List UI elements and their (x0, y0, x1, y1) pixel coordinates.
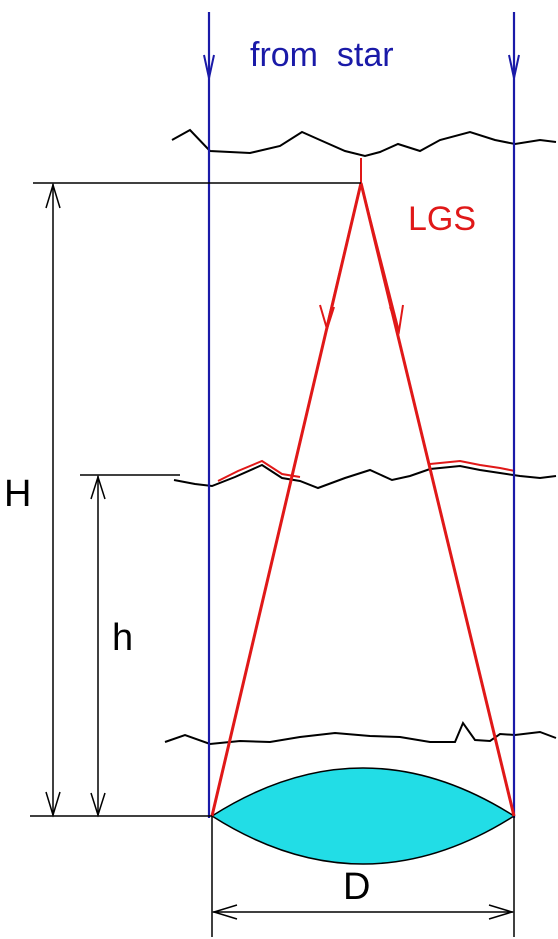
star-ray-left-arrowhead (203, 54, 215, 79)
h-label: h (112, 617, 133, 659)
turbulence-layer-middle (173, 463, 557, 490)
turbulence-layer-middle-lgs-overlay-right (429, 459, 516, 472)
dimension-D-arrow-right (488, 904, 515, 920)
turbulence-layer-middle-lgs-overlay (217, 459, 301, 482)
lgs-beam-right (359, 182, 516, 817)
dimension-h-arrow-top (90, 474, 106, 500)
dimension-H-arrow-top (45, 182, 61, 209)
star-ray-right-arrowhead (508, 54, 520, 79)
dimension-D-arrow-left (211, 904, 238, 920)
lgs-beam-left-arrowhead (319, 304, 335, 333)
lgs-beam-center-right (359, 182, 400, 329)
lgs-beam-right-arrowhead (389, 304, 404, 335)
H-label: H (4, 473, 31, 515)
lgs-beam-center-left (325, 182, 363, 327)
dimension-h-arrow-bottom (90, 792, 106, 818)
lgs-label: LGS (408, 200, 476, 238)
D-label: D (343, 866, 370, 908)
dimension-H-arrow-bottom (45, 791, 61, 818)
from-star-label: from star (250, 36, 394, 74)
telescope-lens (210, 767, 516, 865)
turbulence-layer-top (171, 128, 557, 158)
turbulence-layer-bottom (164, 720, 557, 746)
